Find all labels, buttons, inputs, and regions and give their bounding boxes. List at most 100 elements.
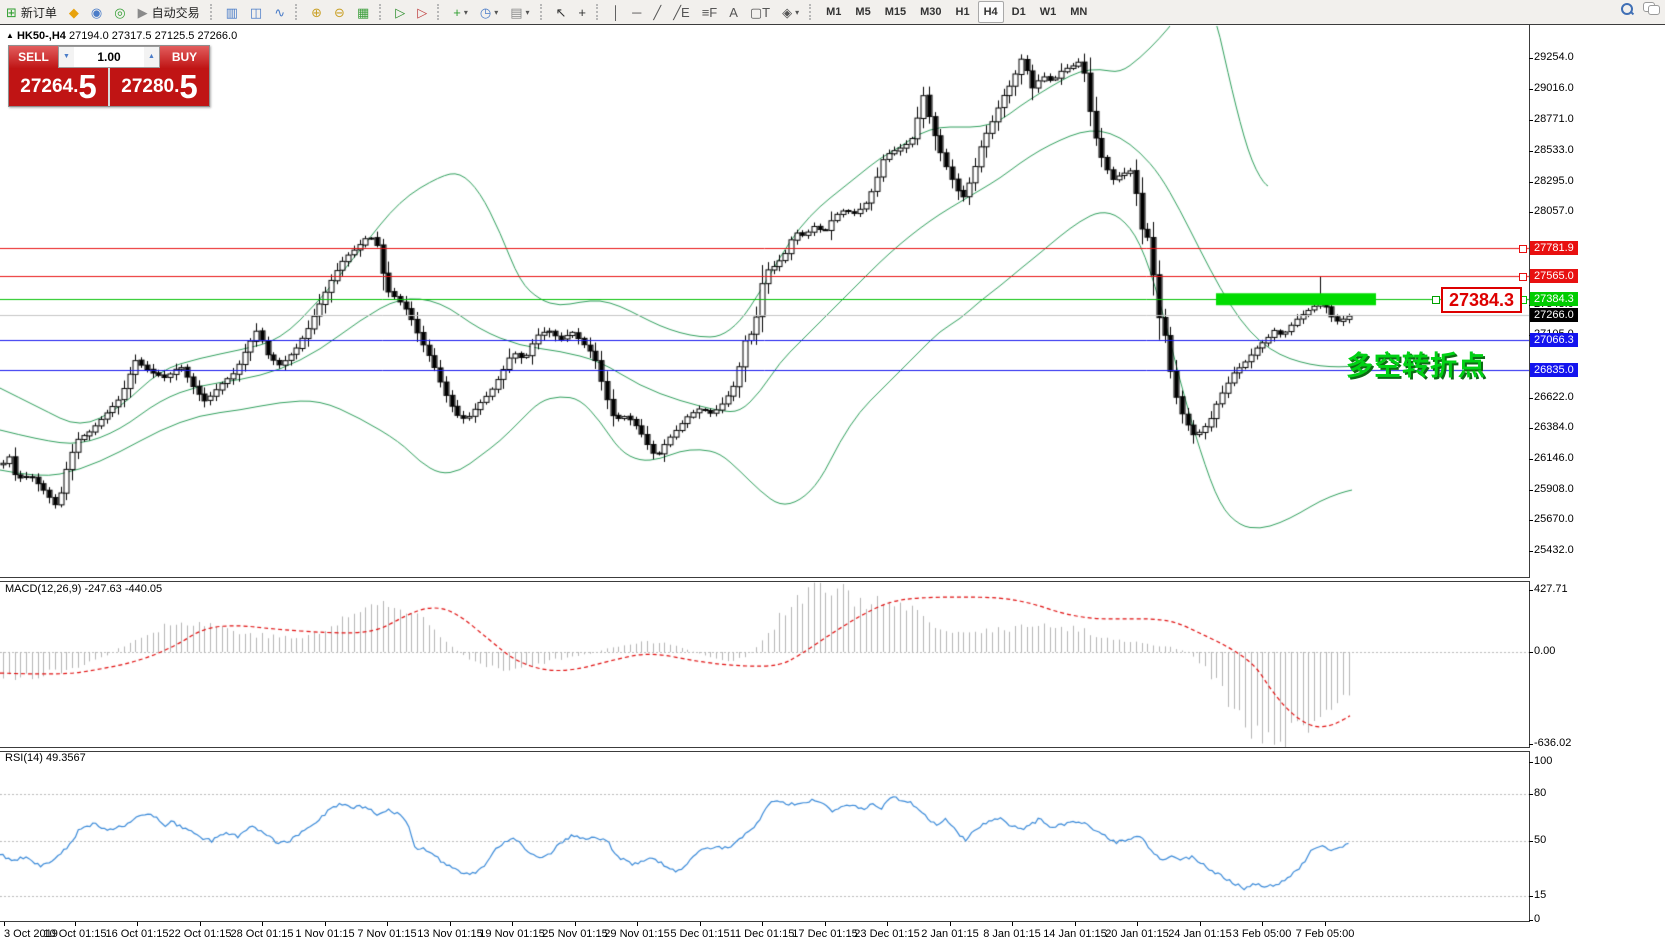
trendline-button[interactable]: ╱ [648, 1, 666, 23]
toolbar-group-separator [209, 4, 217, 20]
rsi-axis-tickmark [1529, 762, 1533, 763]
volume-up-button[interactable]: ▲ [144, 47, 159, 67]
tf-m15-button[interactable]: M15 [879, 1, 912, 23]
date-axis-label: 22 Oct 01:15 [168, 928, 232, 940]
price-axis-tick: 28295.0 [1534, 174, 1574, 187]
chart-bottom-border [0, 921, 1530, 922]
tf-m30-button-label: M30 [920, 6, 942, 18]
new-order-button-label: 新订单 [20, 5, 57, 20]
tf-w1-button[interactable]: W1 [1034, 1, 1063, 23]
tile-windows-button[interactable]: ▦ [352, 1, 374, 23]
price-divider [108, 68, 110, 106]
volume-input[interactable] [74, 47, 144, 67]
date-axis-tickmark [825, 922, 826, 926]
candlestick-button[interactable]: ◫ [245, 1, 267, 23]
profile-button[interactable]: ◉ [86, 1, 107, 23]
zoom-in-button[interactable]: ⊕ [306, 1, 327, 23]
line-chart-button[interactable]: ∿ [269, 1, 290, 23]
price-axis-tick: 26384.0 [1534, 421, 1574, 434]
date-axis-tickmark [637, 922, 638, 926]
macd-axis-tick: 427.71 [1534, 582, 1568, 595]
date-axis-label: 13 Nov 01:15 [417, 928, 483, 940]
rsi-indicator-label: RSI(14) 49.3567 [5, 752, 86, 764]
auto-trading-button-label: 自动交易 [151, 5, 200, 20]
chart-canvas[interactable] [0, 25, 1529, 922]
templates-button[interactable]: ▤ ▾ [505, 1, 534, 23]
date-axis-tickmark [1137, 922, 1138, 926]
tf-h1-button-label: H1 [955, 6, 970, 18]
periods-button[interactable]: ◷ ▾ [475, 1, 503, 23]
bar-chart-button[interactable]: ▥ [221, 1, 243, 23]
tf-m1-button[interactable]: M1 [820, 1, 847, 23]
price-axis-tickmark [1529, 459, 1533, 461]
date-axis-label: 7 Feb 05:00 [1295, 928, 1355, 940]
tf-m5-button[interactable]: M5 [849, 1, 876, 23]
date-axis-tickmark [762, 922, 763, 926]
signals-icon: ◎ [114, 4, 126, 20]
tf-mn-button[interactable]: MN [1064, 1, 1093, 23]
macd-pane-separator[interactable] [0, 577, 1530, 582]
text-icon: A [729, 4, 738, 20]
tf-h1-button[interactable]: H1 [950, 1, 976, 23]
chart-shift-button[interactable]: ▷ [412, 1, 432, 23]
crosshair-button[interactable]: + [573, 1, 591, 23]
collapse-triangle-icon[interactable]: ▲ [6, 31, 14, 40]
rsi-pane-separator[interactable] [0, 747, 1530, 752]
zoom-out-button[interactable]: ⊖ [329, 1, 350, 23]
macd-axis-tickmark [1529, 744, 1533, 746]
price-axis-tick: 26146.0 [1534, 452, 1574, 465]
cursor-button[interactable]: ↖ [551, 1, 572, 23]
tf-m1-button-label: M1 [826, 6, 842, 18]
turning-point-annotation[interactable]: 多空转折点 [1346, 351, 1486, 381]
price-axis-tick: 29254.0 [1534, 51, 1574, 63]
tf-m5-button-label: M5 [855, 6, 871, 18]
market-button[interactable]: ◆ [64, 1, 84, 23]
level-handle-marker[interactable] [1519, 244, 1527, 253]
indicators-button[interactable]: + ▾ [448, 1, 473, 23]
channel-icon: ╱E [673, 4, 690, 20]
text-button[interactable]: A [724, 1, 743, 23]
search-icon[interactable] [1620, 2, 1633, 15]
date-axis-tickmark [75, 922, 76, 926]
auto-scroll-button[interactable]: ▷ [390, 1, 410, 23]
rsi-axis-tick: 0 [1534, 913, 1541, 925]
label-button[interactable]: ▢T [745, 1, 775, 23]
tf-m30-button[interactable]: M30 [914, 1, 947, 23]
market-icon: ◆ [68, 4, 79, 20]
auto-trading-button[interactable]: ▶ 自动交易 [133, 1, 205, 23]
indicators-icon: + [453, 4, 461, 20]
sell-price[interactable]: 27264.5 [9, 68, 108, 106]
date-axis-label: 23 Dec 01:15 [854, 928, 920, 940]
buy-button[interactable]: BUY [160, 46, 209, 68]
current-price-chip: 27266.0 [1530, 307, 1578, 322]
tf-h4-button[interactable]: H4 [977, 1, 1004, 23]
date-axis-label: 10 Oct 01:15 [43, 928, 107, 940]
level-handle-marker[interactable] [1432, 296, 1440, 305]
price-axis-tickmark [1529, 120, 1533, 122]
buy-price[interactable]: 27280.5 [110, 68, 209, 106]
arrows-button[interactable]: ◈ ▾ [777, 1, 804, 23]
price-axis-tickmark [1529, 181, 1533, 183]
volume-down-button[interactable]: ▼ [59, 47, 74, 67]
date-axis-label: 11 Dec 01:15 [729, 928, 795, 940]
date-axis-tickmark [1075, 922, 1076, 926]
date-axis-tickmark [4, 922, 5, 926]
channel-button[interactable]: ╱E [668, 1, 695, 23]
vertical-line-button[interactable]: │ [607, 1, 625, 23]
chat-icon[interactable] [1643, 2, 1660, 15]
fibonacci-button[interactable]: ≡F [697, 1, 723, 23]
signals-button[interactable]: ◎ [109, 1, 130, 23]
date-axis-label: 17 Dec 01:15 [792, 928, 858, 940]
price-level-callout[interactable]: 27384.3 [1441, 287, 1523, 313]
tf-d1-button[interactable]: D1 [1006, 1, 1032, 23]
level-handle-marker[interactable] [1519, 272, 1527, 281]
price-axis-tick: 28057.0 [1534, 205, 1574, 218]
zoom-out-icon: ⊖ [334, 4, 345, 20]
sell-button[interactable]: SELL [9, 46, 58, 68]
macd-axis-tickmark [1529, 652, 1533, 653]
low-value: 27125.5 [154, 30, 195, 42]
horizontal-line-button[interactable]: ─ [627, 1, 646, 23]
bar-chart-icon: ▥ [225, 4, 238, 20]
new-order-button[interactable]: ⊞ 新订单 [1, 1, 62, 23]
rsi-axis-tickmark [1529, 793, 1533, 795]
